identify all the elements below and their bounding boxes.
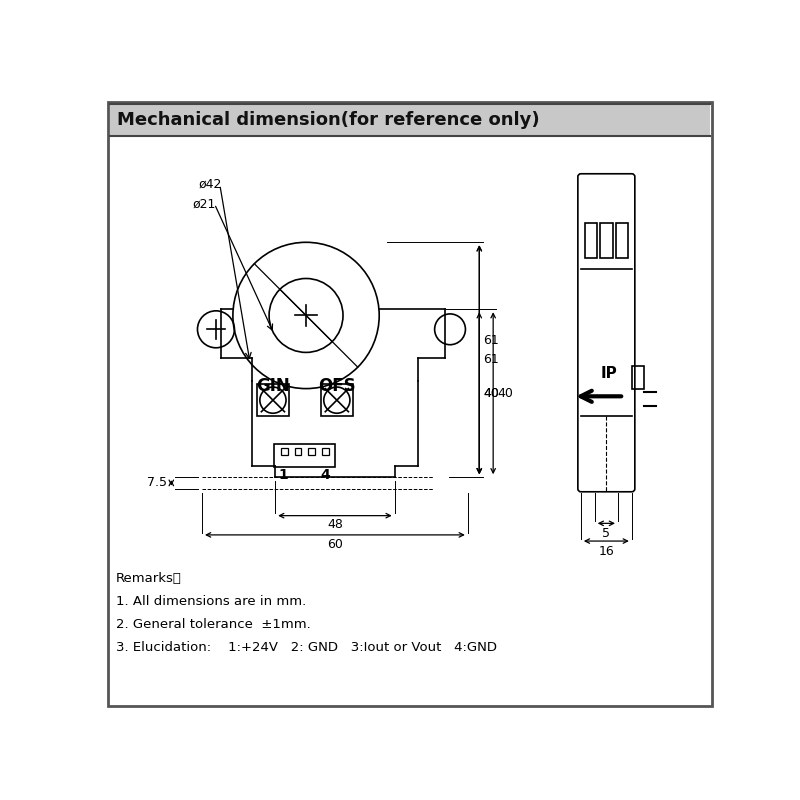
Text: ø21: ø21 bbox=[193, 198, 216, 210]
Text: 2. General tolerance  ±1mm.: 2. General tolerance ±1mm. bbox=[116, 618, 310, 631]
Text: ø42: ø42 bbox=[198, 178, 222, 191]
Bar bbox=[294, 448, 302, 455]
Bar bbox=[600, 223, 613, 258]
Text: 48: 48 bbox=[327, 518, 343, 531]
Text: 5: 5 bbox=[602, 527, 610, 540]
Bar bbox=[281, 448, 287, 455]
Text: 4: 4 bbox=[321, 468, 330, 482]
Bar bbox=[308, 448, 315, 455]
Text: OFS: OFS bbox=[318, 378, 356, 395]
Text: GIN: GIN bbox=[256, 378, 290, 395]
Bar bbox=[321, 384, 353, 416]
Text: 3. Elucidation:    1:+24V   2: GND   3:Iout or Vout   4:GND: 3. Elucidation: 1:+24V 2: GND 3:Iout or … bbox=[116, 641, 497, 654]
Bar bbox=[110, 104, 710, 136]
Bar bbox=[257, 384, 289, 416]
Bar bbox=[585, 223, 597, 258]
Bar bbox=[274, 444, 335, 467]
Text: 60: 60 bbox=[327, 538, 343, 550]
Text: 61: 61 bbox=[483, 334, 499, 347]
Text: 61: 61 bbox=[483, 354, 499, 366]
Text: 40: 40 bbox=[497, 386, 513, 400]
Text: 1. All dimensions are in mm.: 1. All dimensions are in mm. bbox=[116, 595, 306, 608]
Text: 16: 16 bbox=[598, 545, 614, 558]
Bar bbox=[615, 223, 628, 258]
Text: 40: 40 bbox=[483, 386, 499, 400]
Text: 1: 1 bbox=[279, 468, 289, 482]
Text: 40: 40 bbox=[483, 386, 499, 400]
Bar bbox=[322, 448, 329, 455]
Text: 7.5: 7.5 bbox=[147, 477, 167, 490]
Text: Remarks：: Remarks： bbox=[116, 572, 182, 585]
Text: Mechanical dimension(for reference only): Mechanical dimension(for reference only) bbox=[118, 111, 540, 129]
Text: IP: IP bbox=[601, 366, 618, 381]
Bar bbox=[632, 366, 644, 389]
